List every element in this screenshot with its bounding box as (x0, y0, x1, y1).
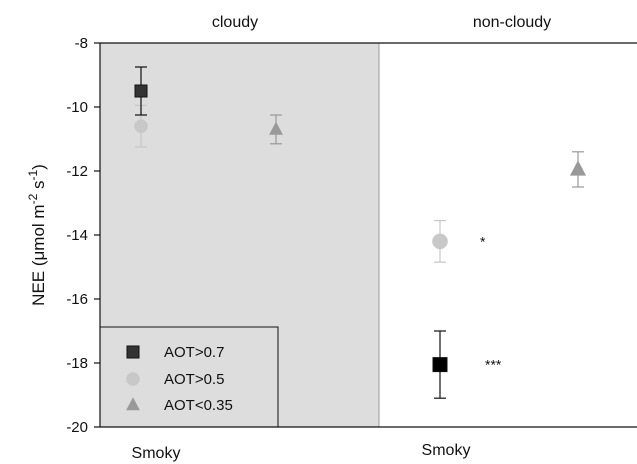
legend-marker-square (126, 345, 140, 359)
panel-label-non-cloudy: non-cloudy (473, 14, 551, 31)
marker-square (432, 357, 448, 373)
cloudy-panel-background (100, 43, 379, 427)
data-point-cloudy-aot035 (269, 114, 283, 145)
panel-label-cloudy: cloudy (212, 14, 258, 31)
y-tick-label: -10 (66, 99, 88, 116)
marker-triangle (569, 160, 587, 176)
marker-circle (432, 233, 448, 250)
legend-marker-triangle (126, 397, 140, 411)
marker-circle (134, 119, 148, 133)
significance-annotation: * (480, 233, 486, 249)
data-point-non-cloudy-aot035 (569, 151, 587, 188)
x-category-cloudy: Smoky (132, 445, 181, 462)
significance-annotation: *** (485, 357, 502, 373)
y-tick-label: -16 (66, 291, 88, 308)
legend-item: AOT<0.35 (126, 397, 233, 414)
y-axis-ticks: -8 -10 -12 -14 -16 -18 -20 (66, 35, 100, 436)
legend-box (99, 326, 279, 428)
y-tick-label: -8 (75, 35, 88, 52)
marker-triangle (269, 121, 283, 135)
data-point-non-cloudy-aot07: *** (432, 330, 502, 399)
legend-item: AOT>0.5 (126, 371, 224, 388)
data-point-non-cloudy-aot05: * (432, 220, 486, 263)
legend-label: AOT<0.35 (164, 397, 233, 414)
data-point-cloudy-aot07 (134, 66, 148, 116)
y-tick-label: -14 (66, 227, 88, 244)
y-tick-label: -18 (66, 355, 88, 372)
marker-square (134, 84, 148, 98)
legend-marker-circle (126, 372, 140, 386)
y-tick-label: -20 (66, 419, 88, 436)
legend-label: AOT>0.7 (164, 344, 224, 361)
x-category-non-cloudy: Smoky (422, 442, 471, 459)
y-axis-label: NEE (μmol m-2 s-1) (26, 164, 48, 306)
data-marks: **** (134, 66, 587, 399)
legend-label: AOT>0.5 (164, 371, 224, 388)
legend-item: AOT>0.7 (126, 344, 224, 361)
legend: AOT>0.7 AOT>0.5 AOT<0.35 (99, 326, 279, 428)
y-tick-label: -12 (66, 163, 88, 180)
